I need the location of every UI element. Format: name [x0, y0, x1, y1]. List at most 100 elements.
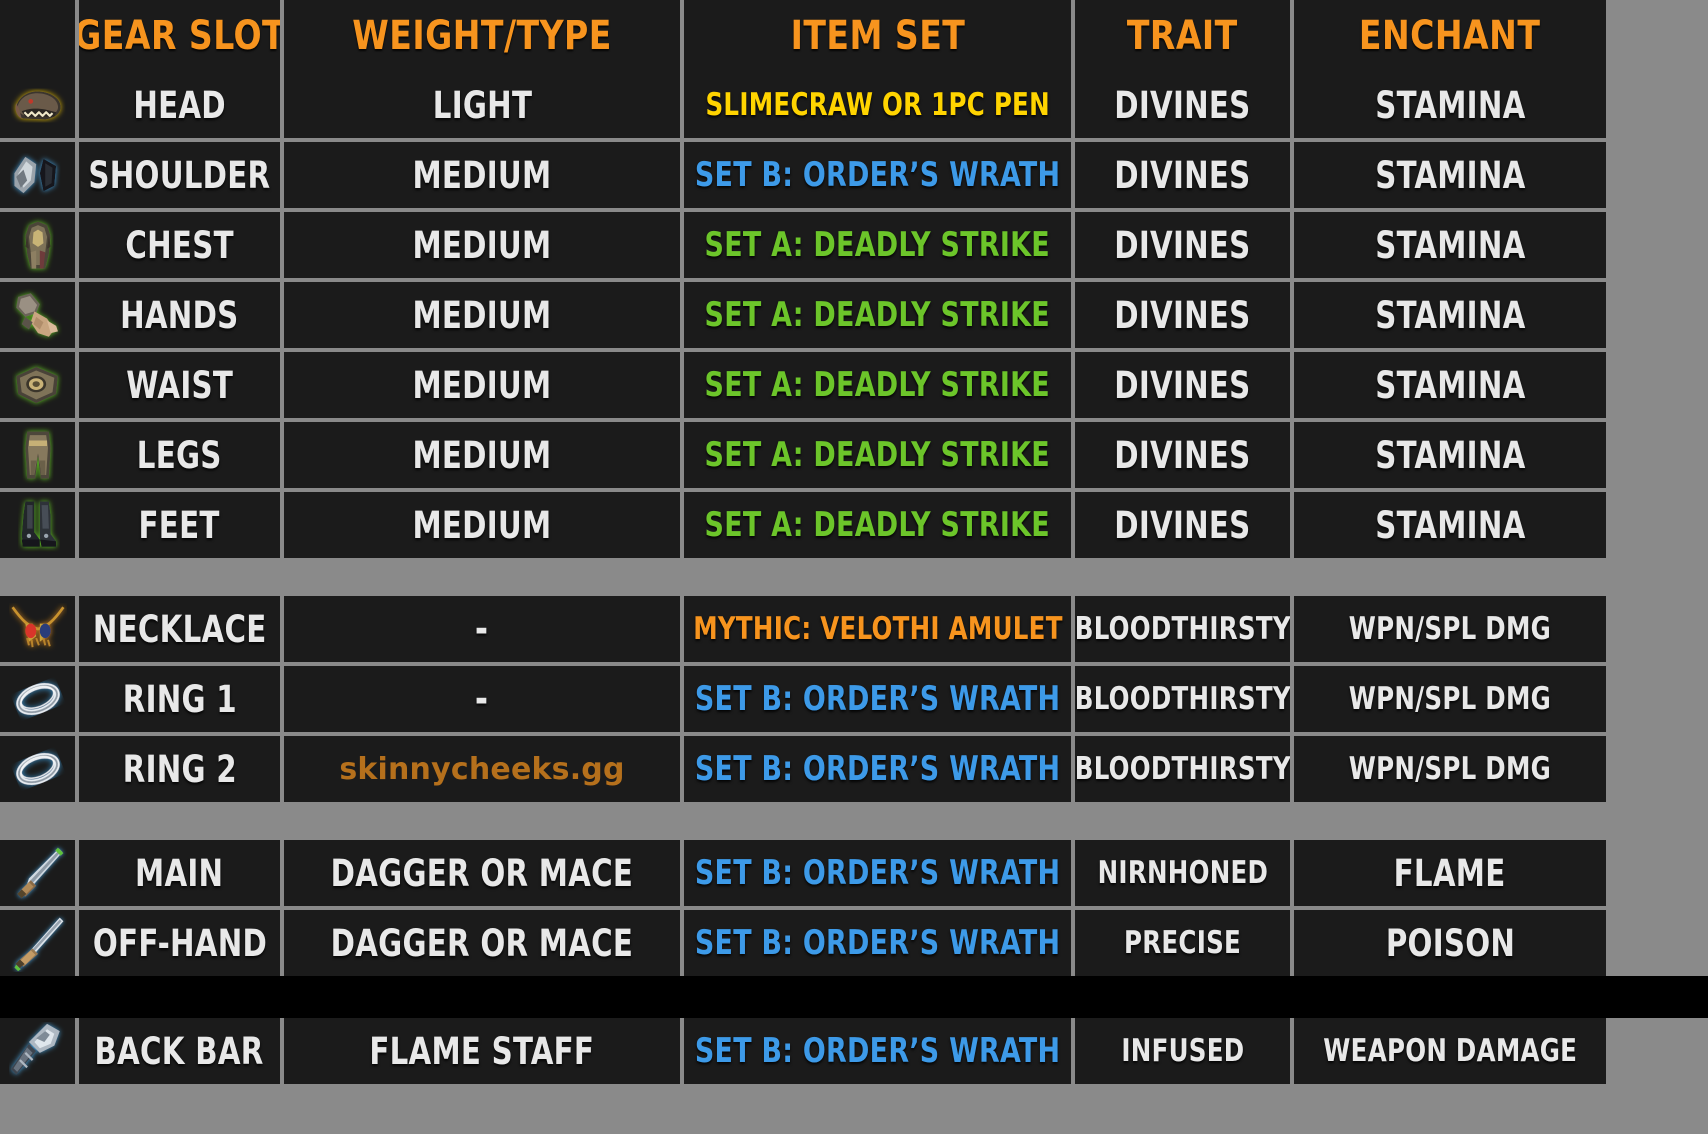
helmet-icon	[9, 76, 67, 134]
trait-label: DIVINES	[1114, 153, 1251, 197]
trait-label: DIVINES	[1114, 433, 1251, 477]
section-separator-armor-jewelry	[0, 558, 1708, 596]
chest-icon	[9, 216, 67, 274]
weight-type-label: LIGHT	[432, 83, 532, 127]
enchant-cell: STAMINA	[1294, 142, 1606, 208]
gear-icon-cell	[0, 596, 75, 662]
enchant-label: FLAME	[1394, 851, 1506, 895]
gear-slot-cell: LEGS	[79, 422, 280, 488]
enchant-cell: STAMINA	[1294, 352, 1606, 418]
item-set-label: SET A: DEADLY STRIKE	[704, 505, 1051, 545]
weight-type-cell: DAGGER OR MACE	[284, 840, 680, 906]
weight-type-label: MEDIUM	[412, 223, 552, 267]
table-header-block: GEAR SLOT WEIGHT/TYPE ITEM SET TRAIT ENC…	[0, 0, 1708, 72]
table-row: LEGS MEDIUM SET A: DEADLY STRIKE DIVINES STA…	[0, 422, 1708, 488]
gear-slot-label: HEAD	[133, 83, 226, 127]
gear-slot-cell: HANDS	[79, 282, 280, 348]
weight-type-cell: DAGGER OR MACE	[284, 910, 680, 976]
trait-cell: INFUSED	[1075, 1018, 1290, 1084]
item-set-label: SET B: ORDER’S WRATH	[694, 1031, 1061, 1071]
header-item-set: ITEM SET	[684, 0, 1071, 72]
item-set-cell: SET B: ORDER’S WRATH	[684, 910, 1071, 976]
trait-label: BLOODTHIRSTY	[1075, 751, 1290, 787]
item-set-cell: SET A: DEADLY STRIKE	[684, 422, 1071, 488]
item-set-cell: SET B: ORDER’S WRATH	[684, 666, 1071, 732]
weight-type-label: MEDIUM	[412, 503, 552, 547]
weight-type-cell: -	[284, 596, 680, 662]
weight-type-label: MEDIUM	[412, 293, 552, 337]
trait-cell: DIVINES	[1075, 282, 1290, 348]
gear-slot-cell: OFF-HAND	[79, 910, 280, 976]
trait-label: BLOODTHIRSTY	[1075, 611, 1290, 647]
weight-type-cell: MEDIUM	[284, 422, 680, 488]
enchant-cell: WPN/SPL DMG	[1294, 596, 1606, 662]
gear-slot-label: CHEST	[125, 223, 234, 267]
trait-label: DIVINES	[1114, 83, 1251, 127]
gear-slot-cell: BACK BAR	[79, 1018, 280, 1084]
gear-slot-cell: RING 2	[79, 736, 280, 802]
backbar-section: BACK BAR FLAME STAFF SET B: ORDER’S WRATH I…	[0, 1018, 1708, 1084]
trait-cell: PRECISE	[1075, 910, 1290, 976]
weight-type-cell: -	[284, 666, 680, 732]
enchant-cell: POISON	[1294, 910, 1606, 976]
gear-icon-cell	[0, 840, 75, 906]
shoulder-icon	[9, 146, 67, 204]
table-row: NECKLACE - MYTHIC: VELOTHI AMULET BLOODTHIR…	[0, 596, 1708, 662]
belt-icon	[9, 356, 67, 414]
table-row: OFF-HAND DAGGER OR MACE SET B: ORDER’S WRA…	[0, 910, 1708, 976]
necklace-icon	[9, 600, 67, 658]
weight-type-label: DAGGER OR MACE	[330, 921, 634, 965]
boots-icon	[9, 496, 67, 554]
weapons-section: MAIN DAGGER OR MACE SET B: ORDER’S WRATH NI…	[0, 840, 1708, 976]
weight-type-cell: MEDIUM	[284, 282, 680, 348]
gear-slot-label: RING 2	[122, 747, 237, 791]
gear-slot-cell: CHEST	[79, 212, 280, 278]
site-watermark: skinnycheeks.gg	[339, 751, 625, 787]
table-row: FEET MEDIUM SET A: DEADLY STRIKE DIVINES STA…	[0, 492, 1708, 558]
weight-type-cell: MEDIUM	[284, 352, 680, 418]
header-weight-type-label: WEIGHT/TYPE	[352, 13, 612, 59]
header-enchant-label: ENCHANT	[1359, 13, 1541, 59]
dagger-icon	[9, 844, 67, 902]
weight-type-label: -	[475, 676, 489, 722]
item-set-cell: SET A: DEADLY STRIKE	[684, 492, 1071, 558]
staff-icon	[9, 1022, 67, 1080]
enchant-label: STAMINA	[1374, 293, 1526, 337]
enchant-cell: STAMINA	[1294, 72, 1606, 138]
trait-cell: DIVINES	[1075, 212, 1290, 278]
gear-slot-cell: SHOULDER	[79, 142, 280, 208]
gear-icon-cell	[0, 282, 75, 348]
gloves-icon	[9, 286, 67, 344]
enchant-cell: FLAME	[1294, 840, 1606, 906]
enchant-label: WEAPON DAMAGE	[1323, 1033, 1577, 1069]
gear-icon-cell	[0, 492, 75, 558]
trait-cell: DIVINES	[1075, 492, 1290, 558]
ring-icon	[9, 740, 67, 798]
trait-label: DIVINES	[1114, 223, 1251, 267]
item-set-label: SET A: DEADLY STRIKE	[704, 365, 1051, 405]
gear-slot-label: WAIST	[126, 363, 233, 407]
enchant-cell: STAMINA	[1294, 422, 1606, 488]
gear-icon-cell	[0, 910, 75, 976]
jewelry-section: NECKLACE - MYTHIC: VELOTHI AMULET BLOODTHIR…	[0, 596, 1708, 802]
trait-cell: BLOODTHIRSTY	[1075, 666, 1290, 732]
enchant-cell: WPN/SPL DMG	[1294, 666, 1606, 732]
weight-type-label: MEDIUM	[412, 153, 552, 197]
item-set-cell: SET A: DEADLY STRIKE	[684, 282, 1071, 348]
trait-cell: BLOODTHIRSTY	[1075, 736, 1290, 802]
table-row: WAIST MEDIUM SET A: DEADLY STRIKE DIVINES ST…	[0, 352, 1708, 418]
enchant-label: STAMINA	[1374, 363, 1526, 407]
gear-slot-label: OFF-HAND	[92, 921, 267, 965]
gear-slot-label: BACK BAR	[94, 1029, 265, 1073]
weight-type-cell: MEDIUM	[284, 492, 680, 558]
enchant-cell: WPN/SPL DMG	[1294, 736, 1606, 802]
item-set-label: SET B: ORDER’S WRATH	[694, 155, 1061, 195]
gear-icon-cell	[0, 212, 75, 278]
section-separator-jewelry-weapons	[0, 802, 1708, 840]
header-enchant: ENCHANT	[1294, 0, 1606, 72]
gear-slot-cell: FEET	[79, 492, 280, 558]
enchant-label: WPN/SPL DMG	[1348, 611, 1552, 647]
enchant-label: STAMINA	[1374, 83, 1526, 127]
gear-slot-cell: MAIN	[79, 840, 280, 906]
item-set-label: SET A: DEADLY STRIKE	[704, 295, 1051, 335]
